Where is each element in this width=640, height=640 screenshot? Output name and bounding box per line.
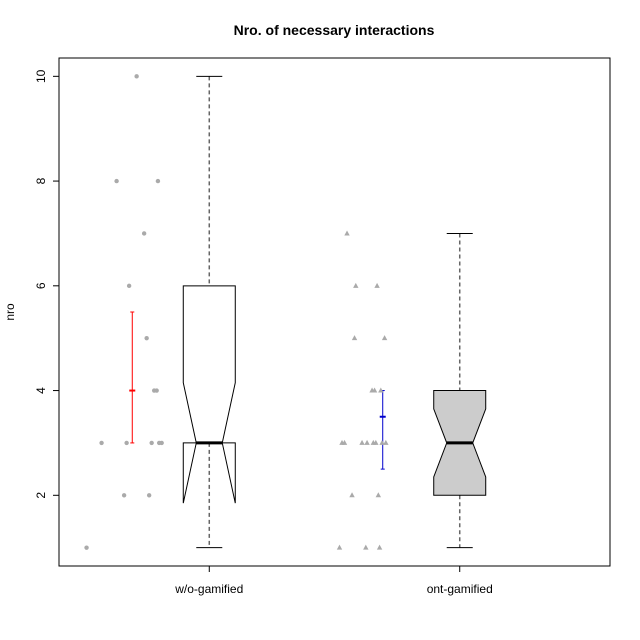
data-point xyxy=(144,335,149,341)
data-point xyxy=(126,283,132,289)
data-point xyxy=(379,439,385,445)
data-point xyxy=(336,544,343,550)
x-tick-label: ont-gamified xyxy=(427,582,493,596)
data-point xyxy=(353,282,359,288)
x-axis: w/o-gamified ont-gamified xyxy=(174,566,493,596)
box-group-2 xyxy=(336,230,487,550)
y-tick-label: 10 xyxy=(34,69,48,83)
y-tick-label: 2 xyxy=(34,492,48,499)
y-tick-label: 4 xyxy=(34,387,48,394)
data-point xyxy=(121,493,127,498)
data-point xyxy=(351,335,358,341)
data-point xyxy=(341,439,348,445)
data-point xyxy=(364,439,370,445)
data-point xyxy=(159,440,164,446)
data-point xyxy=(114,178,119,184)
chart-title: Nro. of necessary interactions xyxy=(234,22,435,38)
y-axis: 2 4 6 8 10 xyxy=(34,69,60,499)
y-tick-label: 8 xyxy=(34,177,48,184)
x-tick-label: w/o-gamified xyxy=(174,582,243,596)
data-point xyxy=(84,545,89,550)
data-point xyxy=(376,544,383,550)
data-point xyxy=(141,231,147,236)
notched-box xyxy=(182,285,236,504)
data-point xyxy=(373,439,379,445)
data-point xyxy=(359,439,365,445)
box-group-1 xyxy=(84,74,236,550)
data-point xyxy=(149,440,154,446)
y-tick-label: 6 xyxy=(34,282,48,289)
plot-frame xyxy=(58,57,611,567)
chart-marks xyxy=(84,74,487,550)
data-point xyxy=(383,439,389,445)
data-point xyxy=(375,492,382,498)
y-axis-label: nro xyxy=(3,303,17,321)
data-point xyxy=(146,493,152,498)
data-point xyxy=(349,492,355,498)
data-point xyxy=(124,440,129,446)
data-point xyxy=(374,282,380,288)
data-point xyxy=(344,230,350,236)
data-point xyxy=(378,387,384,393)
data-point xyxy=(371,387,378,393)
data-point xyxy=(99,440,104,446)
data-point xyxy=(154,388,159,393)
data-point xyxy=(381,335,388,341)
data-point xyxy=(134,74,139,79)
data-point xyxy=(363,544,369,550)
data-point xyxy=(155,178,161,184)
